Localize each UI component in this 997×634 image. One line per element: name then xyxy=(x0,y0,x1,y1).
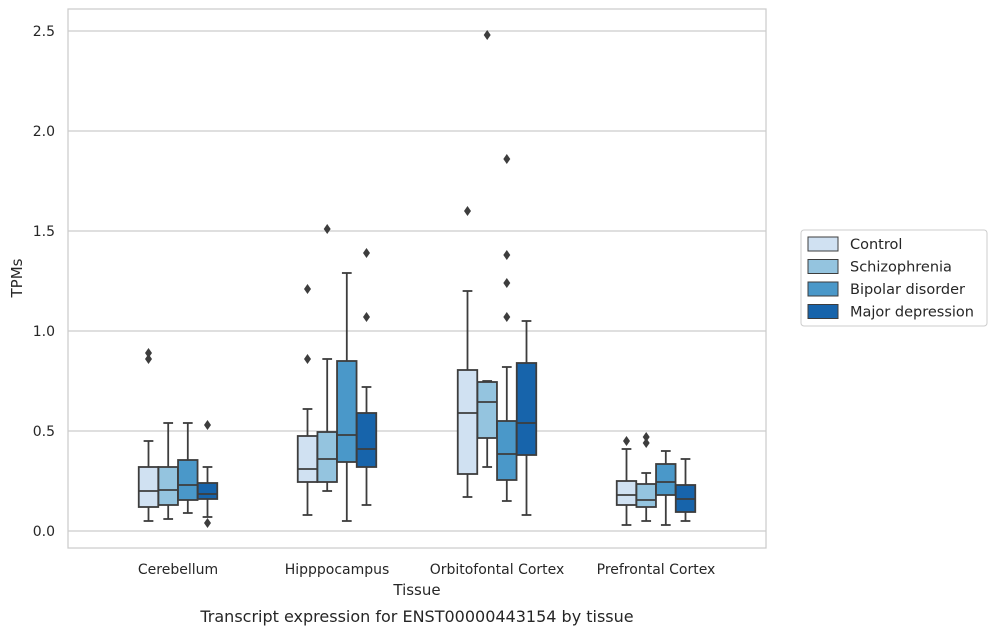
box-iqr xyxy=(296,435,319,483)
box-0-2 xyxy=(177,422,199,514)
outlier-point xyxy=(642,438,650,448)
outlier-point xyxy=(483,30,491,40)
outlier-point xyxy=(304,284,311,294)
plot-frame xyxy=(67,8,767,549)
x-tick-label: Hipppocampus xyxy=(285,562,390,578)
outlier-point xyxy=(464,206,471,216)
box-0-3 xyxy=(196,420,219,528)
outlier-point xyxy=(323,224,331,234)
box-iqr xyxy=(635,483,657,508)
box-3-2 xyxy=(655,450,677,526)
legend-swatch xyxy=(807,281,839,297)
x-tick-label: Cerebellum xyxy=(138,562,218,578)
legend: Control Schizophrenia Bipolar disorder Majo… xyxy=(800,229,988,327)
outlier-point xyxy=(145,348,152,358)
box-iqr xyxy=(177,459,199,501)
legend-label: Bipolar disorder xyxy=(850,282,965,298)
legend-swatch xyxy=(807,236,839,252)
outlier-point xyxy=(623,436,630,446)
outlier-point xyxy=(503,312,511,322)
outlier-point xyxy=(503,154,511,164)
y-axis-title: TPMs xyxy=(8,258,26,298)
box-iqr xyxy=(196,482,219,500)
y-tick-label: 1.5 xyxy=(33,224,55,240)
outlier-point xyxy=(503,278,511,288)
y-tick-label: 0.5 xyxy=(33,424,55,440)
y-tick-label: 2.0 xyxy=(33,124,55,140)
outlier-point xyxy=(642,432,650,442)
outlier-point xyxy=(304,354,311,364)
x-tick-label: Orbitofontal Cortex xyxy=(430,562,565,578)
legend-frame xyxy=(800,229,988,327)
box-iqr xyxy=(316,431,338,483)
box-iqr xyxy=(476,381,498,439)
y-tick-label: 2.5 xyxy=(33,24,55,40)
box-iqr xyxy=(496,420,518,481)
box-iqr xyxy=(515,362,538,456)
x-axis-title: Tissue xyxy=(392,581,440,599)
legend-label: Control xyxy=(850,237,902,253)
legend-swatch xyxy=(807,259,839,274)
box-0-0 xyxy=(137,348,160,522)
box-1-0 xyxy=(296,284,319,516)
box-2-1 xyxy=(476,30,498,468)
legend-label: Schizophrenia xyxy=(850,260,952,276)
y-tick-labels: 0.0 0.5 1.0 1.5 2.0 2.5 xyxy=(33,24,55,540)
outlier-point xyxy=(204,420,211,430)
plot-area xyxy=(68,9,766,548)
box-3-1 xyxy=(635,432,657,522)
outlier-point xyxy=(363,248,370,258)
y-tick-label: 1.0 xyxy=(33,324,55,340)
box-3-3 xyxy=(674,458,697,522)
box-iqr xyxy=(157,466,179,506)
outlier-point xyxy=(204,518,211,528)
box-iqr xyxy=(355,412,378,468)
box-iqr xyxy=(655,463,677,496)
outlier-point xyxy=(503,250,511,260)
box-iqr xyxy=(336,360,358,463)
y-tick-label: 0.0 xyxy=(33,524,55,540)
box-iqr xyxy=(137,466,160,508)
box-iqr xyxy=(615,480,638,506)
boxes-layer xyxy=(137,30,697,528)
x-tick-labels: Cerebellum Hipppocampus Orbitofontal Corte… xyxy=(138,562,715,578)
box-1-2 xyxy=(336,272,358,522)
outlier-point xyxy=(145,354,152,364)
box-1-1 xyxy=(316,224,338,492)
outlier-point xyxy=(363,312,370,322)
y-gridlines xyxy=(68,30,766,532)
box-1-3 xyxy=(355,248,378,506)
chart-caption: Transcript expression for ENST0000044315… xyxy=(199,607,633,626)
x-tick-label: Prefrontal Cortex xyxy=(597,562,716,578)
legend-swatch xyxy=(807,304,839,319)
legend-label: Major depression xyxy=(850,305,974,321)
box-iqr xyxy=(456,369,479,475)
box-2-3 xyxy=(515,320,538,516)
